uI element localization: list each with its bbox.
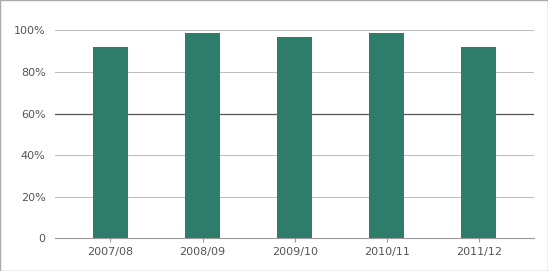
Bar (461, 47, 496, 238)
Bar (277, 37, 312, 238)
Bar (185, 33, 220, 238)
Bar (93, 47, 128, 238)
Bar (369, 33, 404, 238)
